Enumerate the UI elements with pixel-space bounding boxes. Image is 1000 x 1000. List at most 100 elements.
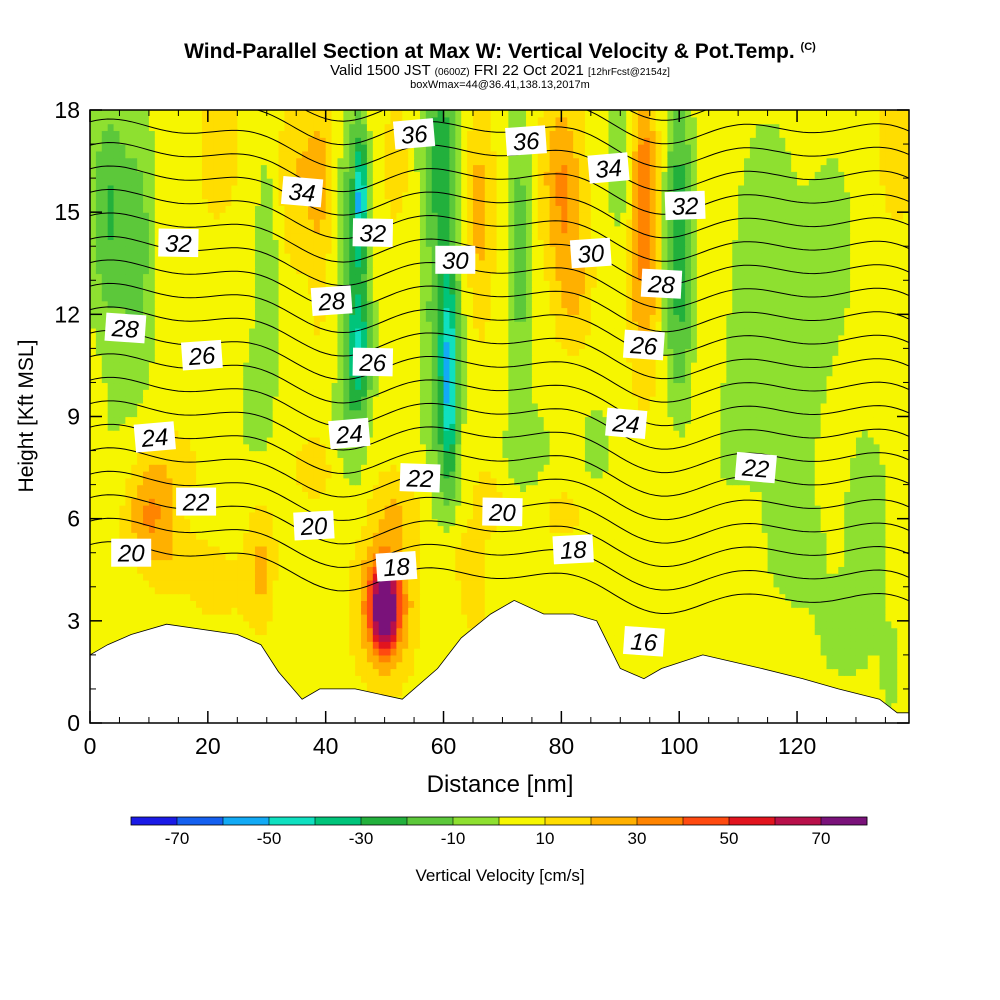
w-cell	[449, 545, 456, 554]
w-cell	[349, 614, 356, 622]
w-cell	[637, 532, 645, 540]
w-cell	[744, 607, 751, 615]
w-cell	[667, 545, 674, 554]
w-cell	[526, 552, 533, 561]
w-cell	[685, 641, 692, 649]
w-cell	[437, 491, 445, 499]
w-cell	[537, 484, 545, 493]
w-cell	[596, 491, 604, 499]
w-cell	[726, 573, 733, 581]
w-cell	[832, 682, 839, 690]
w-cell	[526, 586, 533, 595]
w-cell	[797, 600, 804, 608]
w-cell	[814, 641, 822, 649]
w-cell	[608, 586, 615, 595]
w-cell	[714, 491, 722, 499]
w-cell	[661, 593, 669, 601]
w-cell	[502, 579, 509, 588]
w-cell	[366, 654, 374, 663]
w-cell	[761, 579, 769, 588]
w-cell	[779, 579, 786, 588]
w-cell	[667, 532, 674, 540]
w-cell	[101, 505, 109, 513]
w-cell	[472, 552, 480, 561]
w-cell	[390, 675, 397, 683]
w-cell	[490, 573, 498, 581]
forecast-info: [12hrFcst@2154z]	[588, 67, 670, 78]
w-cell	[249, 573, 256, 581]
w-cell	[602, 579, 610, 588]
w-cell	[331, 573, 339, 581]
w-cell	[549, 477, 557, 486]
w-cell	[284, 539, 291, 547]
w-cell	[861, 654, 869, 663]
w-cell	[178, 532, 185, 540]
w-cell	[361, 654, 368, 663]
w-cell	[414, 607, 421, 615]
w-cell	[531, 491, 539, 499]
w-cell	[773, 511, 780, 520]
w-cell	[726, 491, 733, 499]
w-cell	[390, 545, 397, 554]
w-cell	[744, 559, 751, 567]
w-cell	[873, 484, 881, 493]
w-cell	[213, 573, 221, 581]
w-cell	[372, 573, 380, 581]
w-cell	[308, 688, 315, 697]
w-cell	[449, 586, 456, 595]
w-cell	[867, 620, 875, 629]
w-cell	[708, 648, 716, 656]
w-cell	[850, 498, 857, 506]
w-cell	[231, 593, 238, 601]
w-cell	[408, 627, 415, 636]
w-cell	[567, 607, 574, 615]
w-cell	[419, 661, 427, 670]
w-cell	[361, 627, 368, 636]
w-cell	[467, 477, 474, 486]
w-cell	[231, 607, 238, 615]
w-cell	[637, 545, 645, 554]
w-cell	[461, 539, 468, 547]
w-cell	[608, 491, 615, 499]
w-cell	[278, 566, 286, 574]
w-cell	[390, 600, 397, 608]
w-cell	[331, 607, 339, 615]
w-cell	[903, 614, 909, 622]
w-cell	[213, 607, 221, 615]
w-cell	[673, 559, 680, 567]
w-cell	[885, 552, 892, 561]
w-cell	[325, 545, 333, 554]
w-cell	[408, 600, 415, 608]
w-cell	[237, 579, 244, 588]
w-cell	[649, 477, 657, 486]
w-cell	[802, 648, 810, 656]
w-cell	[219, 607, 227, 615]
w-cell	[626, 573, 633, 581]
w-cell	[437, 573, 445, 581]
w-cell	[714, 545, 722, 554]
w-cell	[673, 552, 680, 561]
w-cell	[903, 518, 909, 527]
w-cell	[449, 559, 456, 567]
w-cell	[732, 654, 739, 663]
w-cell	[626, 620, 633, 629]
w-cell	[243, 573, 250, 581]
w-cell	[219, 511, 227, 520]
w-cell	[808, 614, 816, 622]
w-cell	[290, 505, 297, 513]
w-cell	[137, 627, 144, 636]
w-cell	[178, 586, 185, 595]
w-cell	[302, 641, 309, 649]
w-cell	[148, 525, 156, 533]
w-cell	[254, 620, 262, 629]
w-cell	[867, 641, 875, 649]
w-cell	[313, 614, 321, 622]
w-cell	[207, 593, 215, 601]
w-cell	[537, 532, 545, 540]
w-cell	[661, 532, 669, 540]
w-cell	[455, 627, 462, 636]
w-cell	[679, 641, 686, 649]
w-cell	[785, 566, 792, 574]
w-cell	[690, 566, 698, 574]
w-cell	[343, 511, 350, 520]
